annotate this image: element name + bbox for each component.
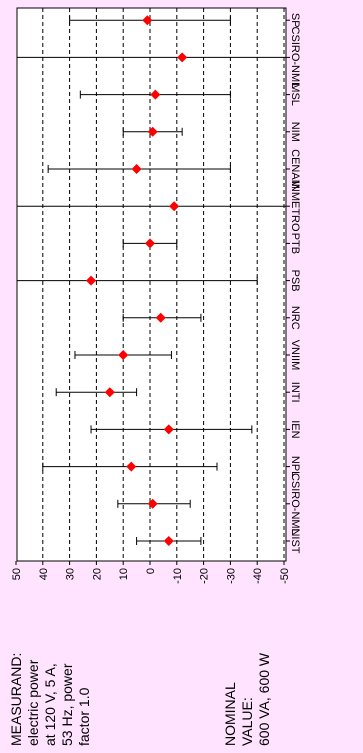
- value-tick-label: -40: [252, 568, 264, 584]
- grid-lines: [42, 8, 285, 561]
- data-point: [86, 275, 97, 286]
- data-point: [104, 387, 115, 398]
- data-point: [147, 126, 158, 137]
- category-label: NPL: [289, 456, 301, 477]
- value-tick-label: 40: [38, 568, 50, 580]
- category-label: CSIRO-NML: [289, 27, 301, 89]
- data-point: [150, 89, 161, 100]
- measurand-line: electric power: [25, 659, 41, 746]
- measurand-line: at 120 V, 5 A,: [42, 663, 58, 746]
- category-label: INTI: [289, 382, 301, 403]
- data-point: [177, 52, 188, 63]
- data-marks: [17, 15, 286, 546]
- category-label: VNIIM: [289, 340, 301, 371]
- measurand-line: factor 1.0: [76, 687, 92, 746]
- plot-area: [16, 7, 287, 562]
- value-tick-label: 10: [118, 568, 130, 580]
- value-tick-label: 0: [145, 568, 157, 574]
- category-label: SP: [289, 13, 301, 28]
- category-label: NIST: [289, 528, 301, 553]
- category-axis-labels: NISTCSIRO-NMLNPLIENINTIVNIIMNRCPSBPTBINM…: [286, 13, 301, 554]
- data-point: [163, 536, 174, 546]
- nominal-line: 600 VA, 600 W: [256, 652, 272, 746]
- nominal-value-note: NOMINAL VALUE: 600 VA, 600 W: [222, 653, 273, 746]
- nominal-line: NOMINAL: [222, 682, 238, 746]
- measurand-note: MEASURAND: electric power at 120 V, 5 A,…: [8, 653, 93, 746]
- value-tick-label: -10: [172, 568, 184, 584]
- chart: 50 40 30 20 10 0 -10 -20 -30 -40 -50 NISTCSIRO-NML…: [11, 7, 301, 584]
- value-tick-label: 20: [91, 568, 103, 580]
- category-label: INMETRO: [289, 181, 301, 232]
- value-tick-label: -50: [279, 568, 291, 584]
- nominal-line: VALUE:: [239, 697, 255, 746]
- data-point: [169, 201, 180, 212]
- category-label: CSIRO-NML: [289, 473, 301, 535]
- data-point: [142, 15, 153, 26]
- measurand-line: 53 Hz, power: [59, 663, 75, 746]
- data-point: [131, 164, 142, 174]
- category-label: IEN: [289, 420, 301, 438]
- value-tick-label: -30: [225, 568, 237, 584]
- data-point: [163, 424, 174, 435]
- data-point: [118, 350, 129, 360]
- value-tick-label: 30: [65, 568, 77, 580]
- data-point: [155, 312, 166, 323]
- category-label: NRC: [289, 306, 301, 330]
- category-label: PSB: [289, 270, 301, 292]
- value-tick-label: 50: [11, 568, 23, 580]
- data-point: [147, 498, 158, 509]
- value-tick-label: -20: [199, 568, 211, 584]
- data-point: [126, 461, 137, 472]
- data-point: [145, 238, 155, 249]
- category-label: NIM: [289, 122, 301, 142]
- value-axis-ticks: 50 40 30 20 10 0 -10 -20 -30 -40 -50: [11, 561, 291, 584]
- measurand-line: MEASURAND:: [8, 652, 24, 746]
- category-label: CENAM: [289, 149, 301, 189]
- category-label: PTB: [289, 233, 301, 254]
- category-label: MSL: [289, 83, 301, 106]
